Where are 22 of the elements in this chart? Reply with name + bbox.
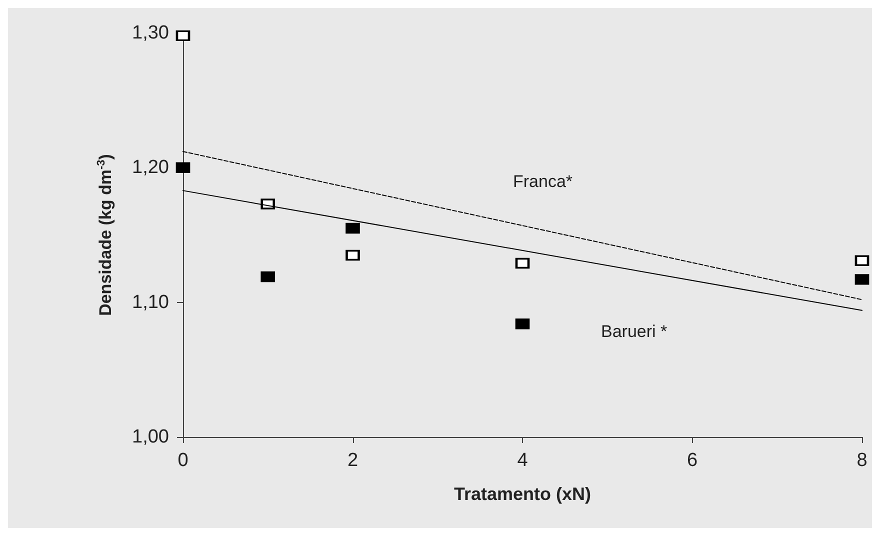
y-tick-label: 1,30 <box>132 22 169 44</box>
point <box>176 162 190 174</box>
annotation: Barueri * <box>601 322 668 341</box>
y-tick-label: 1,10 <box>132 292 169 313</box>
annotation: Franca* <box>513 172 573 191</box>
point <box>260 271 275 282</box>
y-tick-label: 1,20 <box>132 157 169 178</box>
y-axis-title: Densidade (kg dm-3) <box>96 154 115 316</box>
point <box>346 222 360 234</box>
point <box>855 274 869 285</box>
point <box>176 30 190 42</box>
x-axis-title: Tratamento (xN) <box>454 484 592 504</box>
x-tick-label: 2 <box>347 450 358 471</box>
point <box>346 250 360 261</box>
x-tick-label: 4 <box>517 450 528 471</box>
y-tick-label: 1,00 <box>132 426 169 448</box>
x-tick-label: 0 <box>178 450 188 471</box>
x-tick-label: 8 <box>856 450 868 471</box>
point <box>855 255 869 266</box>
x-tick-label: 6 <box>686 450 698 471</box>
point <box>516 258 530 269</box>
point <box>516 318 530 330</box>
